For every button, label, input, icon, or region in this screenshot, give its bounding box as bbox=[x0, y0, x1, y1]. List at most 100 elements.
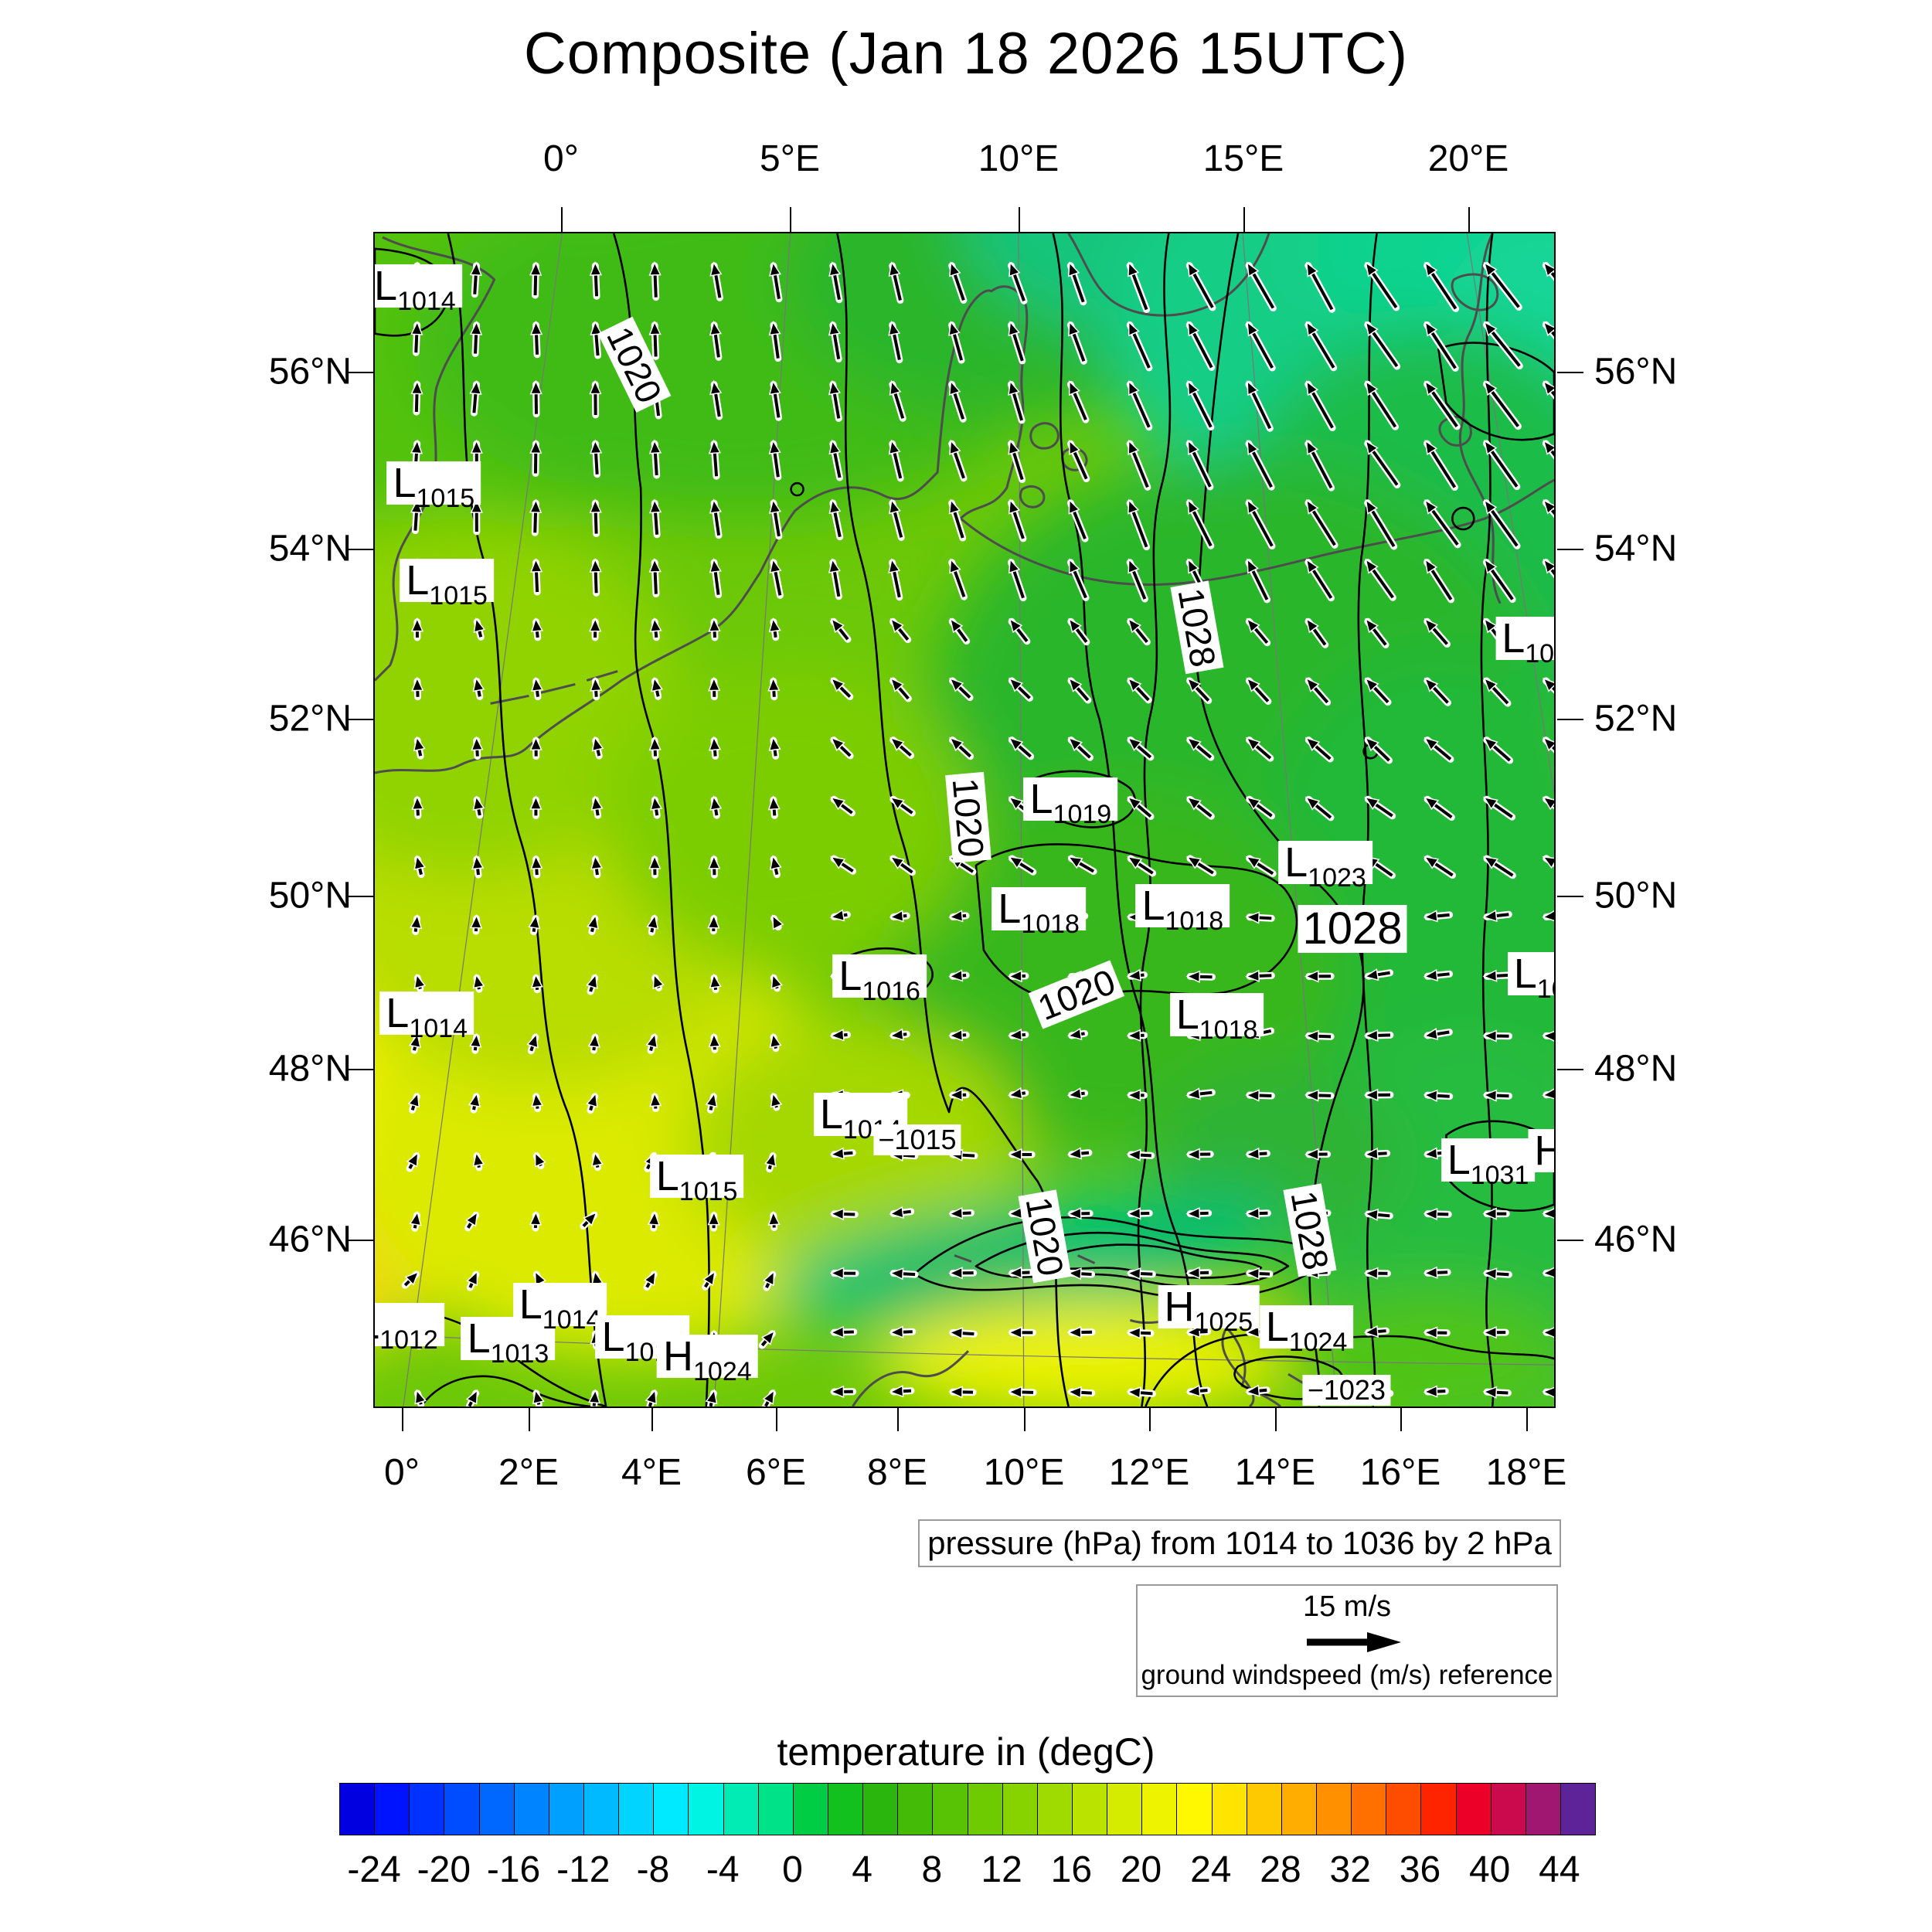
pressure-value: 1023 bbox=[1308, 862, 1366, 893]
wind-arrow bbox=[770, 914, 784, 931]
wind-arrow bbox=[410, 379, 423, 416]
colorbar-segment bbox=[1315, 1784, 1352, 1835]
wind-arrow bbox=[1066, 261, 1087, 306]
wind-arrow bbox=[1304, 321, 1338, 372]
wind-arrow bbox=[1126, 1207, 1153, 1220]
wind-arrow bbox=[1127, 855, 1157, 877]
wind-arrow bbox=[709, 558, 723, 599]
lat-label-right: 54°N bbox=[1594, 528, 1678, 570]
wind-arrow bbox=[528, 913, 541, 936]
colorbar-tick-label: 44 bbox=[1539, 1849, 1580, 1890]
wind-arrow bbox=[764, 1151, 777, 1173]
wind-arrow bbox=[948, 1029, 970, 1042]
wind-arrow bbox=[590, 320, 603, 359]
colorbar-segment bbox=[757, 1784, 793, 1835]
wind-arrow bbox=[1126, 498, 1151, 551]
wind-arrow bbox=[708, 617, 721, 641]
wind-arrow bbox=[709, 261, 723, 301]
wind-arrow bbox=[1482, 909, 1512, 923]
wind-arrow bbox=[768, 736, 781, 760]
wind-arrow bbox=[586, 1092, 599, 1114]
wind-arrow bbox=[888, 558, 903, 601]
wind-arrow bbox=[1186, 677, 1213, 705]
wind-arrow bbox=[1127, 677, 1152, 704]
wind-arrow bbox=[532, 1389, 545, 1406]
wind-arrow bbox=[529, 736, 543, 760]
colorbar-tick-label: 24 bbox=[1190, 1849, 1232, 1890]
colorbar-tick-label: 28 bbox=[1260, 1849, 1301, 1890]
wind-arrow bbox=[1482, 261, 1522, 311]
colorbar-segment bbox=[1036, 1784, 1072, 1835]
wind-arrow bbox=[1008, 1087, 1029, 1100]
wind-arrow bbox=[830, 736, 854, 760]
contour-line-label: −1015 bbox=[873, 1124, 961, 1156]
wind-arrow bbox=[526, 1032, 539, 1055]
wind-arrow bbox=[767, 795, 781, 819]
wind-arrow bbox=[529, 320, 543, 359]
wind-arrow bbox=[413, 1389, 427, 1406]
pressure-letter: L bbox=[467, 1315, 491, 1362]
wind-arrow bbox=[769, 261, 783, 303]
wind-arrow bbox=[1482, 380, 1522, 430]
wind-arrow bbox=[645, 1032, 658, 1054]
wind-arrow bbox=[1542, 1326, 1554, 1339]
wind-arrow bbox=[472, 795, 485, 819]
wind-arrow bbox=[1304, 677, 1332, 706]
wind-arrow bbox=[408, 1032, 421, 1054]
lat-label-left: 46°N bbox=[268, 1219, 352, 1260]
wind-arrow bbox=[531, 1092, 544, 1113]
wind-arrow bbox=[471, 855, 485, 879]
axis-tick-bottom bbox=[1149, 1408, 1151, 1431]
low-pressure-center-label: L103 bbox=[1495, 616, 1554, 667]
pressure-letter: L bbox=[1265, 1303, 1289, 1350]
wind-arrow bbox=[1542, 1386, 1554, 1399]
wind-arrow bbox=[889, 617, 912, 644]
wind-arrow bbox=[587, 1389, 601, 1406]
wind-arrow bbox=[1363, 1029, 1394, 1042]
wind-arrow bbox=[586, 973, 599, 995]
wind-arrow bbox=[708, 439, 722, 480]
wind-arrow bbox=[1542, 1029, 1554, 1043]
wind-arrow bbox=[643, 1270, 658, 1291]
colorbar-segment bbox=[1525, 1784, 1560, 1835]
wind-arrow bbox=[705, 1389, 718, 1406]
wind-arrow bbox=[589, 439, 603, 478]
wind-arrow bbox=[1363, 1088, 1394, 1102]
pressure-value: 103 bbox=[1525, 638, 1554, 668]
colorbar-segment bbox=[897, 1784, 933, 1835]
axis-tick-right bbox=[1557, 1240, 1583, 1241]
lat-label-left: 48°N bbox=[268, 1048, 352, 1090]
axis-tick-top bbox=[1243, 207, 1245, 232]
wind-arrow bbox=[1482, 1267, 1512, 1281]
wind-arrow bbox=[649, 1092, 662, 1113]
wind-arrow bbox=[948, 1327, 978, 1340]
wind-arrow bbox=[889, 910, 910, 923]
wind-arrow bbox=[1185, 1325, 1212, 1338]
wind-arrow bbox=[1542, 321, 1554, 369]
pressure-letter: L bbox=[998, 886, 1022, 933]
wind-arrow bbox=[829, 1325, 858, 1338]
wind-arrow bbox=[1482, 440, 1521, 491]
wind-arrow bbox=[1483, 795, 1516, 821]
wind-arrow bbox=[1304, 1148, 1332, 1161]
wind-arrow bbox=[767, 1210, 781, 1231]
pressure-letter: L bbox=[1447, 1137, 1471, 1184]
lat-label-left: 56°N bbox=[268, 351, 352, 393]
contour-line-label: 1020 bbox=[944, 771, 992, 864]
low-pressure-center-label: L1018 bbox=[1169, 992, 1264, 1043]
wind-arrow bbox=[1126, 1386, 1156, 1400]
wind-arrow bbox=[1363, 1147, 1391, 1161]
wind-arrow bbox=[708, 676, 721, 701]
wind-arrow bbox=[648, 736, 662, 760]
wind-arrow bbox=[529, 1210, 543, 1232]
pressure-value: 1014 bbox=[542, 1304, 601, 1335]
wind-arrow bbox=[591, 736, 604, 760]
wind-arrow bbox=[829, 1267, 859, 1280]
colorbar-title: temperature in (degC) bbox=[777, 1730, 1155, 1774]
wind-arrow bbox=[473, 617, 486, 641]
wind-arrow bbox=[1007, 969, 1029, 983]
wind-arrow bbox=[1542, 795, 1554, 821]
wind-arrow bbox=[1008, 617, 1031, 645]
wind-arrow bbox=[1542, 499, 1554, 548]
wind-arrow bbox=[529, 379, 543, 418]
